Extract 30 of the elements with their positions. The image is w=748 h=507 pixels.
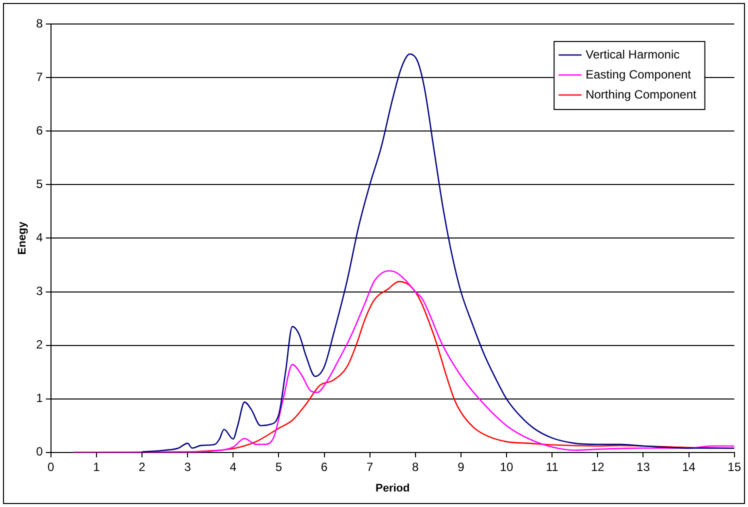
y-axis-title: Enegy bbox=[16, 220, 29, 255]
x-tick-label: 9 bbox=[458, 460, 465, 474]
y-tick-label: 4 bbox=[36, 230, 44, 245]
y-tick-label: 6 bbox=[36, 123, 44, 138]
y-tick-label: 7 bbox=[36, 70, 44, 84]
x-tick-label: 15 bbox=[728, 460, 742, 474]
x-tick-label: 11 bbox=[546, 460, 559, 474]
x-tick-label: 7 bbox=[366, 460, 374, 474]
x-tick-label: 0 bbox=[48, 460, 55, 474]
legend-label: Vertical Harmonic bbox=[586, 47, 680, 62]
x-tick-label: 14 bbox=[682, 460, 696, 474]
y-tick-label: 1 bbox=[36, 391, 44, 406]
x-tick-label: 12 bbox=[590, 460, 605, 474]
legend-label: Easting Component bbox=[586, 67, 692, 82]
x-tick-label: 13 bbox=[636, 460, 650, 474]
x-tick-label: 5 bbox=[275, 460, 282, 474]
y-tick-label: 2 bbox=[36, 338, 44, 352]
x-axis-title: Period bbox=[375, 482, 410, 494]
y-tick-label: 8 bbox=[36, 16, 44, 30]
x-tick-label: 1 bbox=[93, 460, 100, 474]
y-tick-label: 5 bbox=[36, 176, 44, 191]
x-tick-label: 6 bbox=[320, 460, 328, 474]
y-tick-label: 0 bbox=[36, 444, 44, 459]
legend-label: Northing Component bbox=[586, 87, 697, 102]
x-tick-label: 8 bbox=[412, 460, 420, 474]
y-tick-label: 3 bbox=[36, 284, 44, 298]
x-tick-label: 2 bbox=[138, 460, 146, 474]
x-tick-label: 3 bbox=[184, 460, 192, 474]
x-tick-label: 4 bbox=[230, 460, 237, 474]
x-tick-label: 10 bbox=[500, 460, 514, 474]
